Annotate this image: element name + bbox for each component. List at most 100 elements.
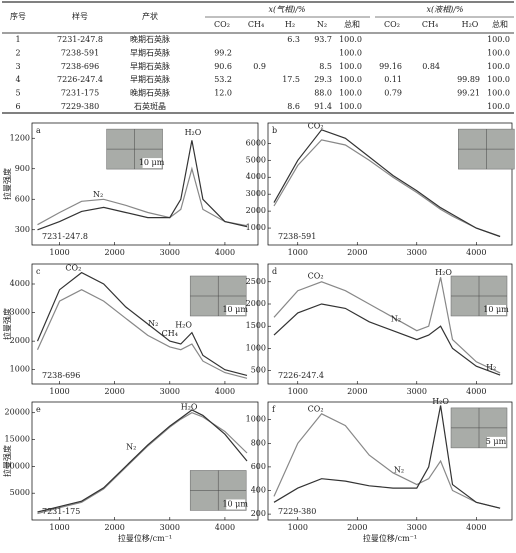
table-cell: 100.0 xyxy=(339,48,362,57)
column-header: 总和 xyxy=(344,19,360,29)
group-header: x(气相)/% xyxy=(268,5,305,14)
table-cell: 早期石英脉 xyxy=(130,61,170,71)
table-cell: 100.0 xyxy=(487,62,510,71)
column-header: 总和 xyxy=(492,19,508,29)
y-tick-label: 4000 xyxy=(10,279,30,288)
peak-label: H₂O xyxy=(185,128,202,137)
table-cell: 99.16 xyxy=(379,62,402,71)
table-cell: 12.0 xyxy=(214,89,232,98)
table-cell: 29.3 xyxy=(314,75,332,84)
x-tick-label: 4000 xyxy=(215,387,235,396)
y-axis-label: 拉曼强度 xyxy=(2,308,12,340)
column-header: H₂O xyxy=(462,20,479,29)
y-tick-label: 5000 xyxy=(10,488,30,497)
table-cell: 100.0 xyxy=(487,102,510,111)
table-cell: 100.0 xyxy=(487,75,510,84)
x-tick-label: 2000 xyxy=(347,523,367,532)
y-tick-label: 4000 xyxy=(246,172,266,181)
peak-label: CO₂ xyxy=(308,405,324,414)
x-tick-label: 3000 xyxy=(407,248,427,257)
spectrum-line xyxy=(36,289,248,379)
y-tick-label: 1000 xyxy=(246,223,266,232)
table-cell: 8.6 xyxy=(287,102,300,111)
y-tick-label: 1500 xyxy=(246,321,266,330)
table-cell: 90.6 xyxy=(214,62,232,71)
y-tick-label: 3000 xyxy=(246,189,266,198)
table-cell: 8.5 xyxy=(319,62,332,71)
plot-frame xyxy=(267,263,513,385)
table-cell: 100.0 xyxy=(487,48,510,57)
table-cell: 5 xyxy=(15,89,20,98)
y-tick-label: 1000 xyxy=(10,365,30,374)
column-header: N₂ xyxy=(317,20,327,29)
panel: 1000 2000 3000 4000 300 600 900 1200 a 7231-247.8… xyxy=(2,122,259,257)
peak-label: CO₂ xyxy=(308,121,324,130)
table-cell: 0.84 xyxy=(422,62,440,71)
x-tick-label: 3000 xyxy=(160,387,180,396)
y-tick-label: 600 xyxy=(251,462,266,471)
x-tick-label: 4000 xyxy=(466,523,486,532)
x-tick-label: 4000 xyxy=(215,523,235,532)
table-cell: 100.0 xyxy=(339,62,362,71)
sample-label: 7229-380 xyxy=(278,507,316,516)
y-tick-label: 2000 xyxy=(10,336,30,345)
table-cell: 100.0 xyxy=(339,35,362,44)
x-tick-label: 1000 xyxy=(49,387,69,396)
scale-box xyxy=(487,436,506,447)
sample-label: 7226-247.4 xyxy=(278,371,324,380)
peak-label: H₂O xyxy=(181,402,198,411)
table-cell: 早期石英脉 xyxy=(130,47,170,57)
y-tick-label: 20000 xyxy=(5,408,30,417)
scale-label: 10 μm xyxy=(222,305,248,314)
panel-label: f xyxy=(272,405,276,414)
panel: 1000 2000 3000 4000 500 1000 1500 2000 2500 d 7226… xyxy=(246,263,513,396)
x-tick-label: 2000 xyxy=(105,523,125,532)
panel: 1000 2000 3000 4000 5000 10000 15000 20000 e 7231… xyxy=(2,401,259,543)
y-tick-label: 2500 xyxy=(246,277,266,286)
peak-label: N₂ xyxy=(126,443,136,452)
x-tick-label: 3000 xyxy=(160,248,180,257)
peak-label: N₂ xyxy=(394,465,404,474)
spectrum-line xyxy=(37,409,248,513)
table-cell: 4 xyxy=(15,75,20,84)
y-tick-label: 1000 xyxy=(246,343,266,352)
x-axis-label: 拉曼位移/cm⁻¹ xyxy=(118,533,172,543)
spectrum-line xyxy=(273,303,501,376)
scale-label: 10 μm xyxy=(483,305,509,314)
panel: 1000 2000 3000 4000 1000 2000 3000 4000 5000 6000… xyxy=(246,121,515,257)
group-header: x(液相)/% xyxy=(426,5,463,14)
table-cell: 7238-591 xyxy=(61,48,99,57)
table-cell: 100.0 xyxy=(339,75,362,84)
column-header: CO₂ xyxy=(214,20,230,29)
x-tick-label: 4000 xyxy=(466,387,486,396)
x-tick-label: 2000 xyxy=(105,248,125,257)
x-tick-label: 1000 xyxy=(288,387,308,396)
spectrum-line xyxy=(273,139,501,238)
table-cell: 100.0 xyxy=(487,89,510,98)
x-tick-label: 2000 xyxy=(347,248,367,257)
y-tick-label: 5000 xyxy=(246,155,266,164)
y-axis-label: 拉曼强度 xyxy=(2,445,12,477)
scale-label: 10 μm xyxy=(222,499,248,508)
y-tick-label: 200 xyxy=(251,509,266,518)
spectrum-line xyxy=(273,277,501,374)
panel-label: b xyxy=(272,126,277,135)
spectrum-line xyxy=(273,129,501,238)
table-cell: 91.4 xyxy=(314,102,332,111)
table-cell: 99.89 xyxy=(457,75,480,84)
table-cell: 7229-380 xyxy=(61,102,99,111)
y-tick-label: 400 xyxy=(251,486,266,495)
panel-label: d xyxy=(272,267,277,276)
panel-label: c xyxy=(36,267,41,276)
peak-label: H₂O xyxy=(435,268,452,277)
plot-frame xyxy=(267,401,513,521)
y-tick-label: 600 xyxy=(15,194,30,203)
y-tick-label: 300 xyxy=(15,225,30,234)
spectrum-line xyxy=(273,405,501,509)
y-tick-label: 2000 xyxy=(246,299,266,308)
scale-box xyxy=(226,499,246,510)
table-cell: 0.9 xyxy=(253,62,266,71)
peak-label: H₂O xyxy=(175,320,192,329)
y-tick-label: 500 xyxy=(251,366,266,375)
table-cell: 88.0 xyxy=(314,89,332,98)
